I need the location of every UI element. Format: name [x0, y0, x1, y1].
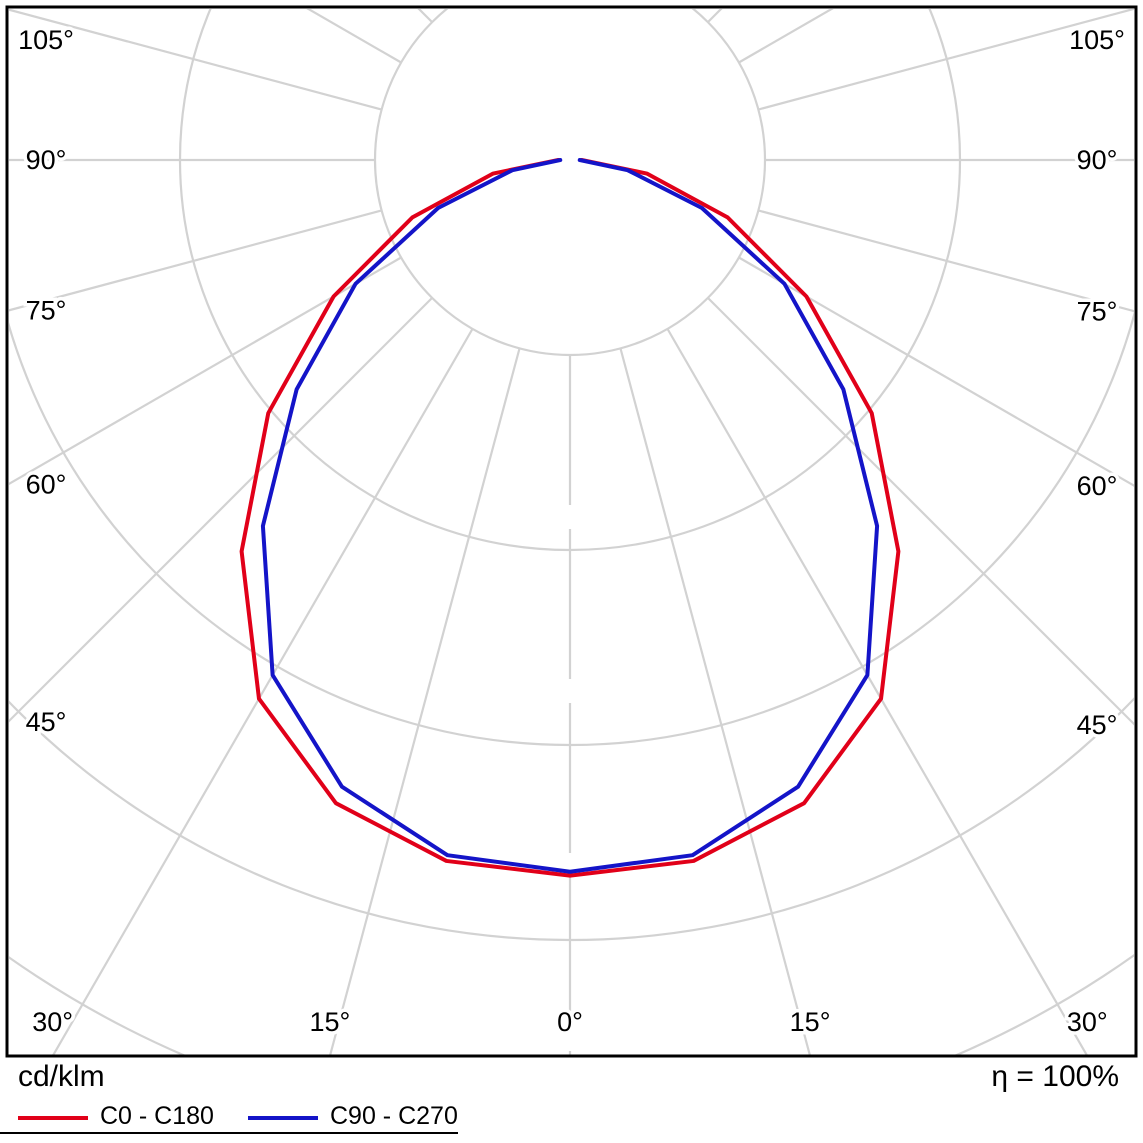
polar-grid	[9, 9, 1134, 1055]
efficiency-label: η = 100%	[991, 1060, 1119, 1093]
angle-label-60-right: 60°	[1077, 471, 1118, 501]
curve-C0-C180	[239, 158, 901, 878]
unit-label: cd/klm	[18, 1060, 105, 1093]
plot-border	[5, 5, 1138, 1058]
angle-labels: 0° 15° 15° 30° 30° 45° 45° 60° 60° 75° 75° 90° 90° 10…	[15, 22, 1129, 1041]
angle-label-30-left: 30°	[32, 1007, 73, 1037]
angle-label-0-right: 0°	[557, 1007, 583, 1037]
legend-swatch-c90-c270	[248, 1116, 318, 1120]
angle-label-60-left: 60°	[26, 469, 67, 499]
curves	[239, 158, 901, 878]
polar-chart: 0° 15° 15° 30° 30° 45° 45° 60° 60° 75° 75° 90° 90° 10…	[5, 5, 1138, 1058]
angle-label-15-right: 15°	[790, 1007, 831, 1037]
angle-label-105-left: 105°	[18, 25, 74, 55]
legend-label-c0-c180: C0 - C180	[100, 1102, 214, 1130]
legend-swatch-c0-c180	[18, 1116, 88, 1120]
angle-label-45-right: 45°	[1077, 710, 1118, 740]
angle-label-45-left: 45°	[26, 707, 67, 737]
curve-C90-C270	[260, 158, 880, 874]
angle-label-75-right: 75°	[1077, 296, 1118, 326]
angle-label-30-right: 30°	[1067, 1007, 1108, 1037]
grid-rings	[9, 9, 1134, 1055]
angle-label-90-right: 90°	[1077, 145, 1118, 175]
grid-spokes	[9, 9, 1134, 1055]
angle-label-90-left: 90°	[26, 145, 67, 175]
angle-label-105-right: 105°	[1069, 25, 1125, 55]
angle-label-15-left: 15°	[309, 1007, 350, 1037]
angle-label-75-left: 75°	[26, 296, 67, 326]
chart-footer: cd/klm η = 100% C0 - C180 C90 - C270	[0, 1058, 1143, 1143]
legend-label-c90-c270: C90 - C270	[330, 1102, 458, 1130]
legend-underline	[0, 1132, 458, 1134]
